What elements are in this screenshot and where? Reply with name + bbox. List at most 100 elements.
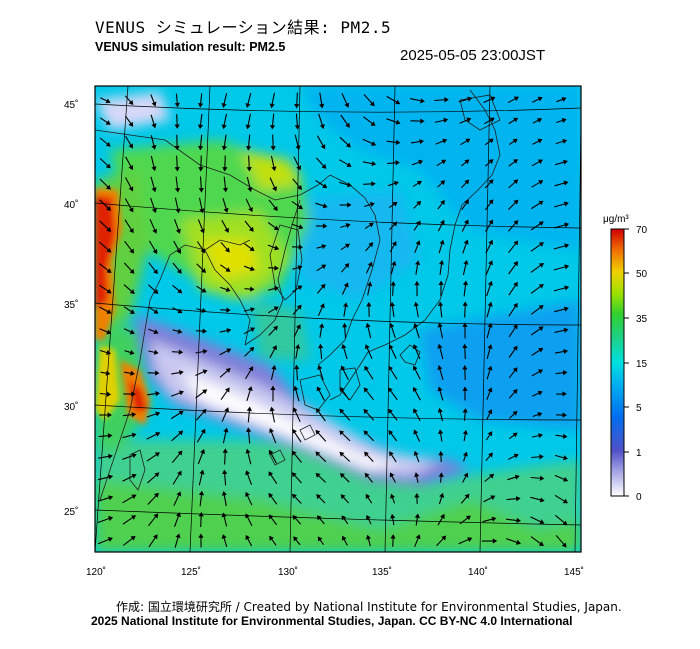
lon-label-135: 135˚ — [372, 566, 392, 578]
wind-arrow-head — [297, 204, 303, 210]
wind-arrow-head — [174, 166, 180, 172]
wind-arrow-head — [363, 408, 369, 414]
wind-arrow-head — [564, 264, 570, 270]
wind-arrow-head — [371, 161, 377, 167]
wind-arrow-head — [106, 350, 112, 356]
wind-arrow-head — [129, 329, 135, 335]
wind-arrow-head — [442, 138, 448, 144]
wind-arrow-head — [201, 268, 207, 273]
wind-arrow-head — [440, 513, 445, 519]
wind-arrow-head — [106, 288, 112, 294]
wind-arrow-head — [363, 430, 369, 436]
wind-arrow-head — [250, 286, 255, 292]
wind-arrow-head — [105, 370, 111, 376]
wind-arrow-head — [561, 96, 567, 102]
wind-arrow-head — [513, 302, 518, 308]
wind-arrow-head — [462, 343, 468, 349]
wind-arrow-head — [388, 344, 394, 350]
wind-arrow-head — [537, 138, 543, 144]
wind-arrow-head — [515, 496, 521, 502]
wind-arrow-head — [131, 391, 136, 397]
wind-arrow-head — [462, 301, 468, 306]
wind-arrow-head — [222, 167, 228, 172]
wind-arrow-head — [371, 181, 376, 187]
wind-arrow-head — [463, 239, 469, 245]
wind-arrow-head — [245, 534, 251, 541]
colorbar-tick-15: 15 — [636, 359, 648, 370]
wind-arrow-head — [538, 180, 544, 185]
wind-arrow-head — [295, 344, 301, 349]
wind-arrow-head — [463, 259, 469, 265]
wind-arrow-head — [318, 323, 325, 328]
wind-arrow-head — [153, 309, 159, 314]
wind-arrow-head — [247, 386, 253, 391]
wind-arrow-head — [268, 471, 274, 477]
wind-arrow-head — [291, 472, 297, 478]
wind-arrow-head — [514, 474, 520, 480]
wind-arrow-head — [106, 309, 112, 314]
wind-arrow-head — [438, 260, 445, 265]
wind-arrow-head — [513, 324, 518, 330]
wind-arrow-head — [539, 497, 545, 503]
wind-arrow-head — [107, 536, 113, 542]
wind-arrow-head — [487, 387, 493, 393]
wind-arrow-head — [539, 475, 545, 481]
wind-arrow-head — [339, 430, 345, 436]
wind-arrow-head — [538, 433, 544, 439]
wind-arrow-head — [364, 451, 369, 457]
wind-arrow-head — [420, 118, 425, 124]
wind-arrow-head — [224, 227, 229, 233]
wind-arrow-head — [516, 517, 521, 523]
wind-arrow-head — [538, 242, 544, 247]
wind-arrow-head — [174, 145, 180, 151]
wind-arrow-head — [418, 159, 424, 165]
wind-arrow-head — [562, 498, 568, 504]
wind-arrow-head — [513, 117, 519, 123]
wind-arrow-head — [177, 308, 183, 314]
wind-arrow-head — [129, 349, 135, 355]
wind-arrow-head — [414, 280, 420, 286]
longitude-axis: 120˚ 125˚ 130˚ 135˚ 140˚ 145˚ — [86, 566, 584, 578]
wind-arrow-head — [128, 186, 134, 192]
wind-arrow-head — [392, 201, 398, 207]
wind-arrow-head — [368, 242, 374, 248]
wind-arrow-head — [175, 512, 181, 518]
wind-arrow-head — [106, 391, 112, 397]
wind-arrow-head — [153, 513, 159, 519]
wind-arrow-head — [487, 344, 493, 350]
wind-arrow-head — [463, 472, 469, 478]
wind-arrow-head — [154, 472, 160, 478]
wind-arrow-head — [318, 343, 324, 349]
wind-arrow-head — [437, 407, 443, 413]
wind-arrow-head — [438, 450, 444, 456]
wind-arrow-head — [395, 139, 401, 145]
wind-arrow-head — [321, 163, 327, 169]
wind-arrow-head — [513, 240, 519, 246]
wind-arrow-head — [512, 389, 518, 394]
wind-arrow-head — [321, 244, 327, 250]
wind-arrow-head — [538, 283, 544, 289]
wind-arrow-head — [131, 432, 137, 438]
wind-arrow-head — [439, 219, 445, 225]
wind-arrow-head — [151, 144, 157, 150]
wind-arrow-head — [152, 534, 158, 540]
wind-arrow-head — [488, 179, 494, 185]
wind-arrow-head — [344, 262, 350, 268]
wind-arrow-head — [131, 473, 137, 479]
wind-arrow-head — [197, 124, 204, 130]
wind-arrow-head — [395, 119, 401, 125]
wind-arrow-head — [198, 490, 205, 496]
wind-arrow-head — [462, 429, 468, 435]
wind-arrow-head — [151, 101, 157, 107]
wind-arrow-head — [297, 285, 303, 291]
wind-arrow-head — [414, 513, 420, 519]
wind-arrow-head — [343, 282, 349, 288]
wind-arrow-head — [317, 536, 323, 542]
wind-arrow-head — [175, 228, 181, 234]
wind-arrow-head — [108, 453, 113, 459]
lon-label-125: 125˚ — [181, 566, 201, 578]
wind-arrow-head — [364, 344, 370, 350]
wind-arrow-head — [415, 220, 421, 226]
wind-arrow-head — [512, 159, 519, 164]
wind-arrow-head — [488, 239, 494, 245]
